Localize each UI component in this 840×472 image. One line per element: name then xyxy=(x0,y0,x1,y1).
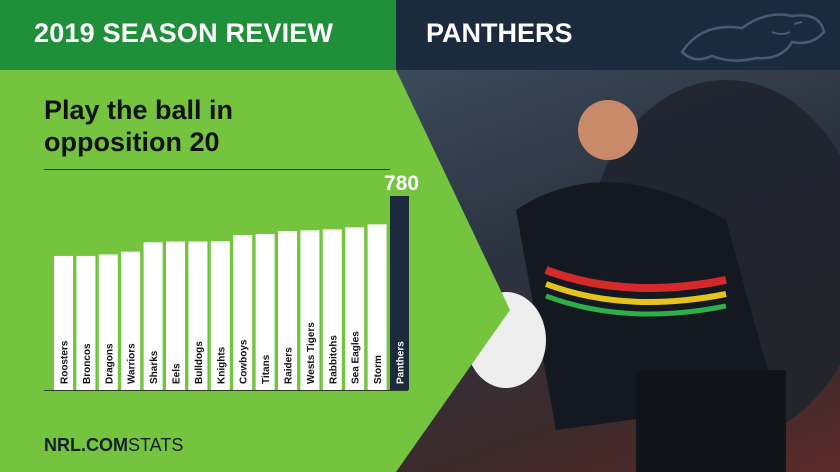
bar-dragons xyxy=(98,254,118,390)
bar-label: Titans xyxy=(261,354,272,384)
season-review-title: 2019 SEASON REVIEW xyxy=(34,18,334,48)
bar-roosters xyxy=(54,255,73,390)
bar-titans xyxy=(255,234,275,390)
data-label: 780 xyxy=(384,172,419,195)
chart-baseline xyxy=(44,390,408,391)
bar-cowboys xyxy=(233,235,253,390)
bar-label: Dragons xyxy=(104,343,115,384)
title-divider xyxy=(44,169,390,170)
bar-label: Eels xyxy=(172,363,183,384)
bar-label: Rabbitohs xyxy=(328,335,339,384)
bar-label: Bulldogs xyxy=(194,341,205,384)
bar-label: Sea Eagles xyxy=(351,331,362,384)
bar-label: Raiders xyxy=(284,347,295,384)
bar-label: Knights xyxy=(216,346,227,384)
bar-eels xyxy=(166,241,185,390)
bar-storm xyxy=(367,224,387,390)
panther-icon xyxy=(680,13,826,62)
bar-raiders xyxy=(278,231,297,390)
bar-label: Sharks xyxy=(149,350,160,384)
player-photo xyxy=(396,70,840,472)
chart-title: Play the ball in opposition 20 xyxy=(44,95,234,157)
bar-sharks xyxy=(143,242,163,390)
bar-warriors xyxy=(121,251,141,390)
bar-sea-eagles xyxy=(345,227,365,390)
bar-wests-tigers xyxy=(300,230,320,390)
team-banner: PANTHERS xyxy=(396,0,840,70)
bar-label: Wests Tigers xyxy=(306,322,317,384)
bar-label: Warriors xyxy=(127,343,138,384)
footer-brand: NRL.COMSTATS xyxy=(44,435,183,456)
bar-label: Storm xyxy=(373,355,384,384)
header-banner: 2019 SEASON REVIEW xyxy=(0,0,396,70)
bar-label: Roosters xyxy=(60,340,71,384)
bar-knights xyxy=(210,241,230,390)
bar-rabbitohs xyxy=(322,229,342,390)
bar-bulldogs xyxy=(188,241,208,390)
footer-brand-name: NRL.COM xyxy=(44,435,128,455)
bar-label: Cowboys xyxy=(239,339,250,384)
bar-label: Broncos xyxy=(82,343,93,384)
bar-broncos xyxy=(76,255,96,390)
team-name: PANTHERS xyxy=(426,18,573,48)
bar-panthers xyxy=(390,196,409,390)
bar-label: Panthers xyxy=(396,341,407,384)
footer-brand-suffix: STATS xyxy=(128,435,184,455)
